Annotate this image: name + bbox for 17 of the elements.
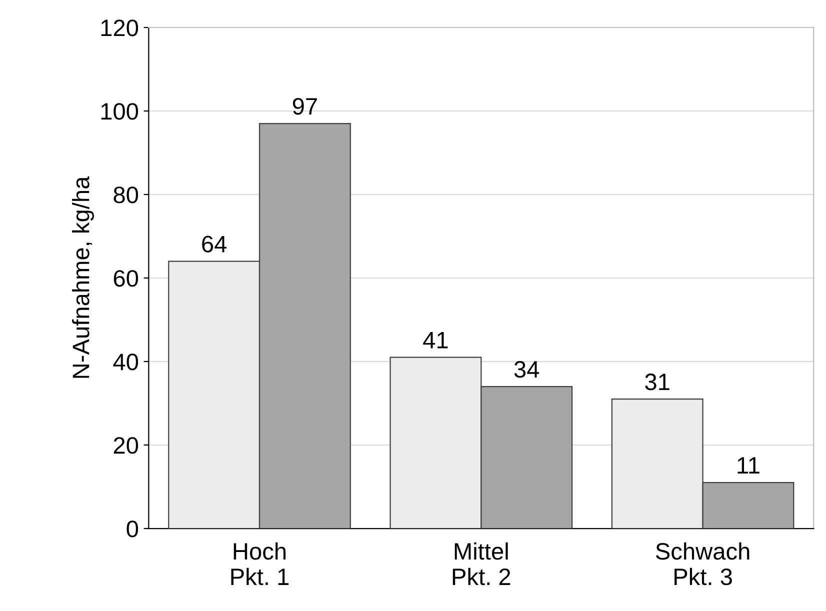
data-label: 64 — [202, 236, 227, 252]
data-label: 41 — [423, 332, 448, 348]
x-tick-label: Mittel Pkt. 2 — [452, 542, 510, 586]
data-label: 11 — [738, 457, 760, 474]
data-label: 97 — [292, 98, 317, 115]
y-tick-label: 20 — [114, 437, 138, 454]
y-axis-title: N-Aufnahme, kg/ha — [72, 176, 94, 378]
y-tick-label: 40 — [113, 354, 138, 370]
data-label: 31 — [645, 374, 670, 390]
x-tick-label: Schwach Pkt. 3 — [656, 542, 750, 586]
y-tick-label: 80 — [114, 186, 138, 204]
y-tick-label: 60 — [114, 270, 138, 287]
y-tick-label: 0 — [126, 520, 138, 538]
y-tick-label: 120 — [101, 20, 138, 36]
y-tick-label: 100 — [101, 103, 138, 120]
x-tick-label: Hoch Pkt. 1 — [231, 542, 289, 586]
data-label: 34 — [514, 361, 540, 378]
